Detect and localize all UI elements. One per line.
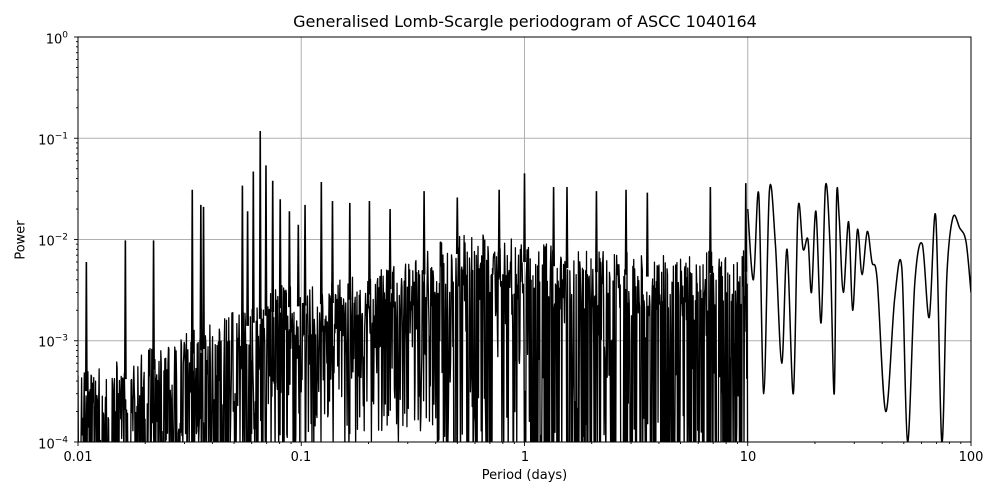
x-tick-label: 1 [520,450,530,465]
y-tick-label: 10−3 [38,333,68,351]
y-tick-label: 10−4 [38,435,68,453]
y-axis-label: Power [13,220,29,260]
periodogram-peaks [84,130,748,392]
x-tick-label: 0.01 [63,450,93,465]
x-tick-label: 100 [958,450,984,465]
x-tick-label: 0.1 [290,450,312,465]
chart-title: Generalised Lomb-Scargle periodogram of … [293,12,757,31]
periodogram-tail [747,182,971,442]
plot-frame [77,36,972,443]
axis-ticks [74,36,972,446]
x-axis-label: Period (days) [481,468,568,483]
periodogram-line [78,234,749,442]
y-tick-label: 100 [45,30,68,48]
y-tick-label: 10−2 [38,232,68,250]
x-tick-label: 10 [739,450,757,465]
plot-area [78,130,971,442]
y-tick-label: 10−1 [38,131,68,149]
